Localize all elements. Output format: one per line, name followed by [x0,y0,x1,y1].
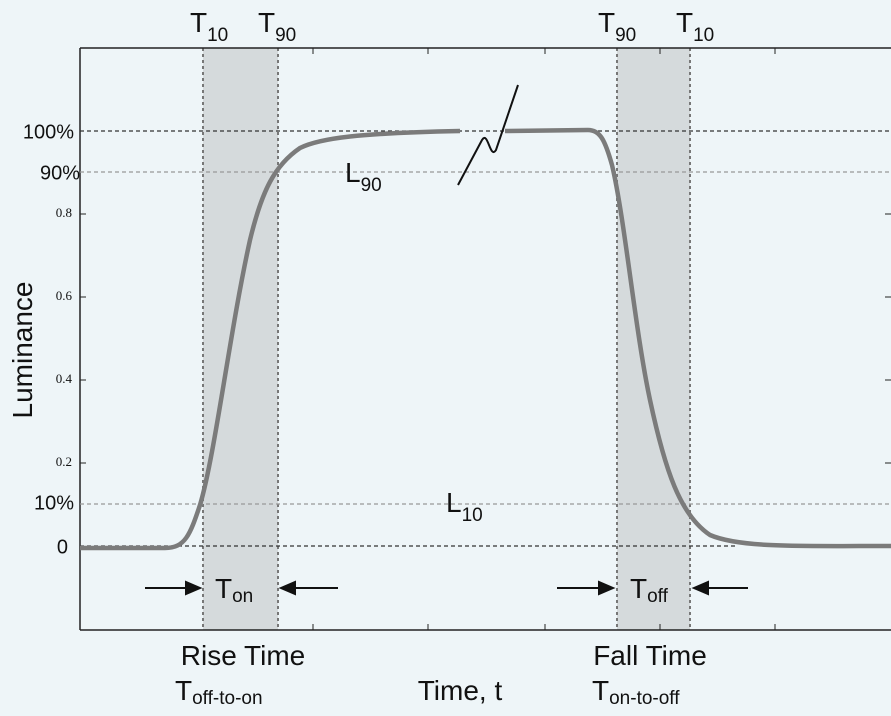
level-marker: L10 [446,487,483,526]
x-axis-label: Time, t [418,675,503,706]
y-tick-label: 0.2 [56,454,72,469]
y-tick-label: 0.8 [56,205,72,220]
marker-label: T90 [258,7,296,46]
rise-band [203,48,278,630]
fall-band [617,48,690,630]
duration-label: Ton [215,573,253,607]
fall-symbol: Ton-to-off [592,675,680,709]
marker-label: T90 [598,7,636,46]
ticks [80,48,891,630]
y-axis-label: Luminance [7,282,38,419]
band-edges [202,48,691,630]
y-tick-label: 0.6 [56,288,73,303]
level-marker: L90 [345,157,382,196]
fall-title: Fall Time [593,640,707,671]
level-label: 10% [34,492,74,514]
level-label: 0 [57,536,68,558]
duration-label: Toff [630,573,669,607]
y-tick-label: 0.4 [56,371,73,386]
rise-symbol: Toff-to-on [175,675,263,709]
axes [79,47,891,631]
marker-label: T10 [190,7,228,46]
marker-label: T10 [676,7,714,46]
level-lines [80,130,891,547]
response-curve [504,127,891,549]
axis-break [457,84,519,186]
arrows [145,580,748,596]
rise-title: Rise Time [181,640,305,671]
response-curve [80,128,461,551]
level-label: 90% [40,162,80,184]
level-label: 100% [23,121,74,143]
